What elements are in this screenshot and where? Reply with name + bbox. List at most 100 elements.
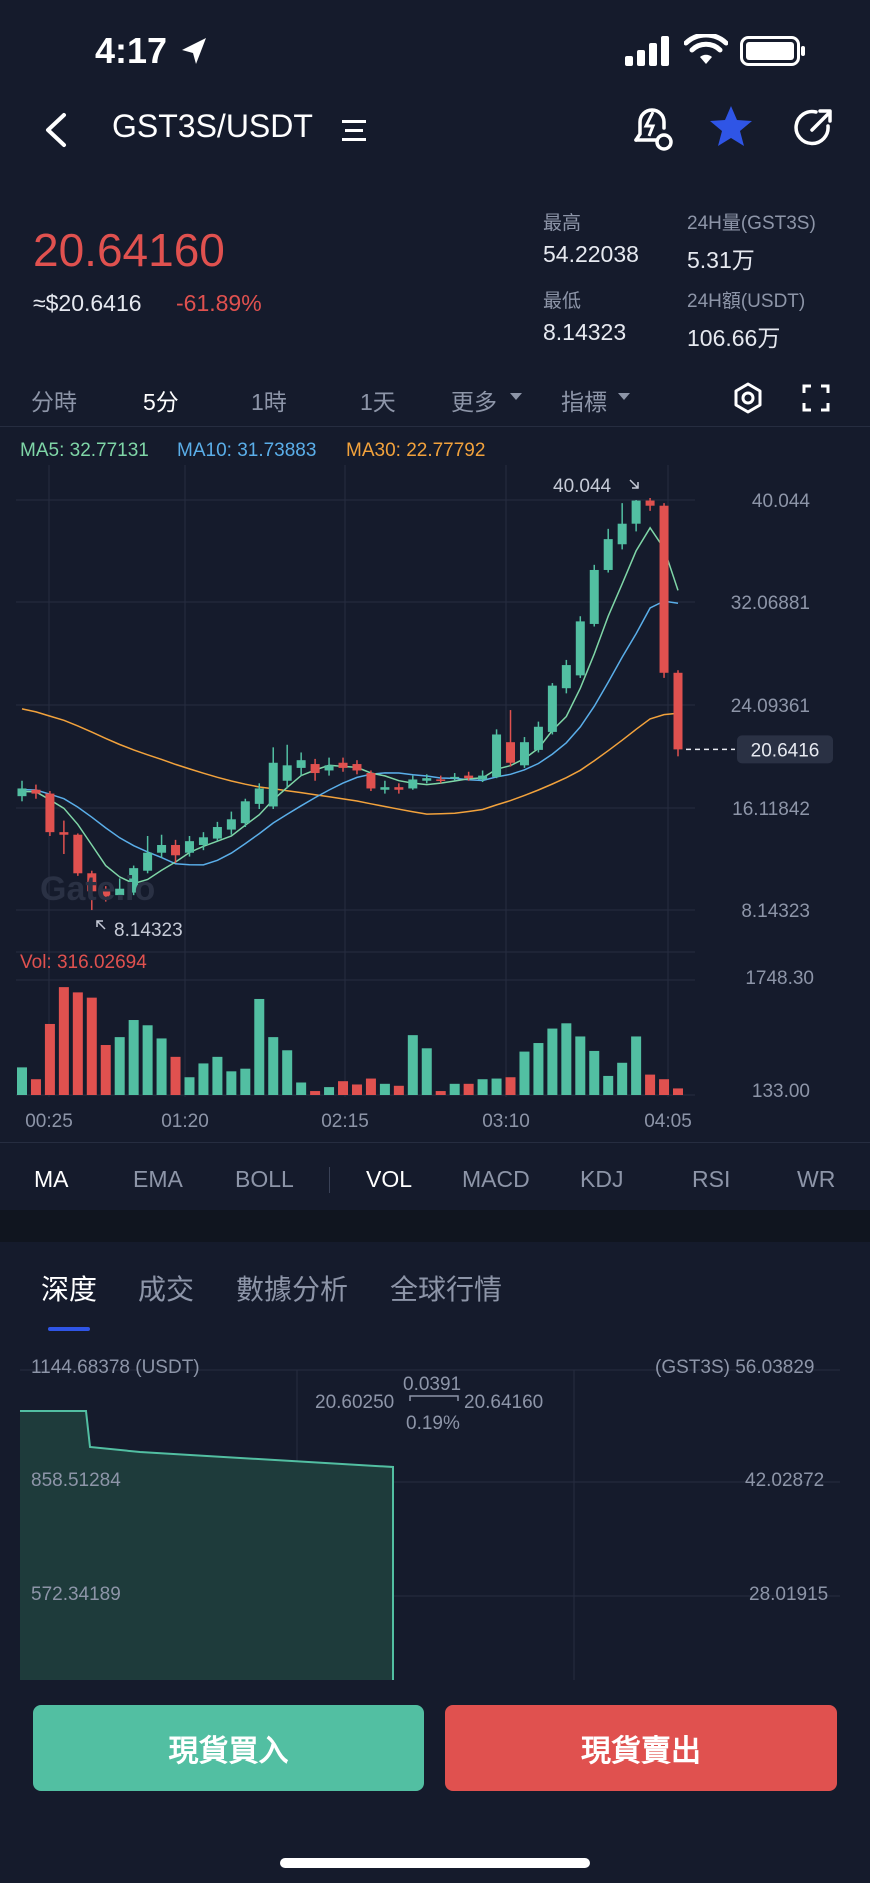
tf-1d[interactable]: 1天 <box>360 389 396 415</box>
low-value: 8.14323 <box>543 319 627 345</box>
volume-bar <box>533 1043 544 1095</box>
volume-bar <box>240 1068 251 1095</box>
candle-body <box>31 789 41 794</box>
depth-spread-pct: 0.19% <box>406 1413 460 1434</box>
menu-icon[interactable] <box>340 118 368 144</box>
ma30-legend: MA30: 22.77792 <box>346 440 485 461</box>
depth-left-top: 1144.68378 (USDT) <box>31 1357 200 1378</box>
volume-bar <box>72 992 83 1095</box>
low-label: 最低 <box>543 291 582 312</box>
x-tick-label: 03:10 <box>482 1111 530 1132</box>
volume-bar <box>156 1038 167 1095</box>
arrow-icon <box>629 479 639 489</box>
ma10-legend: MA10: 31.73883 <box>177 440 316 461</box>
ind-tab-ema[interactable]: EMA <box>133 1166 183 1192</box>
candle-body <box>631 500 641 524</box>
candle-body <box>143 852 153 871</box>
volume-bar <box>463 1083 474 1095</box>
candle-body <box>324 765 334 771</box>
home-indicator <box>280 1858 590 1868</box>
candle-body <box>492 734 502 777</box>
candle-body <box>673 672 683 750</box>
tf-line[interactable]: 分時 <box>31 389 77 415</box>
spot-sell-button[interactable]: 現貨賣出 <box>445 1705 837 1791</box>
candle-body <box>575 621 585 676</box>
battery-icon <box>740 36 805 66</box>
divider <box>0 1142 870 1143</box>
ind-tab-wr[interactable]: WR <box>797 1166 836 1192</box>
tf-1h[interactable]: 1時 <box>251 389 287 415</box>
candle-body <box>212 827 222 839</box>
ind-tab-kdj[interactable]: KDJ <box>580 1166 624 1192</box>
y-tick-label: 32.06881 <box>731 593 810 614</box>
volume-bar <box>310 1091 321 1095</box>
y-tick-label: 8.14323 <box>741 901 810 922</box>
tab-trades[interactable]: 成交 <box>138 1274 195 1305</box>
candle-body <box>310 764 320 774</box>
volume-bar <box>589 1050 600 1095</box>
x-tick-label: 01:20 <box>161 1111 209 1132</box>
share-icon[interactable] <box>792 106 836 150</box>
volume-bar <box>393 1085 404 1095</box>
ind-tab-boll[interactable]: BOLL <box>235 1166 294 1192</box>
volume-bar <box>631 1036 642 1095</box>
ind-tab-ma[interactable]: MA <box>34 1166 69 1192</box>
volume-bar <box>547 1028 558 1095</box>
ind-tab-rsi[interactable]: RSI <box>692 1166 731 1192</box>
volume-bar <box>435 1091 446 1095</box>
settings-icon[interactable] <box>733 382 763 414</box>
fullscreen-icon[interactable] <box>802 384 830 412</box>
high-value: 54.22038 <box>543 241 639 267</box>
pair-title[interactable]: GST3S/USDT <box>112 108 313 144</box>
volume-bar <box>617 1062 628 1095</box>
star-icon[interactable] <box>708 104 754 150</box>
candle-body <box>184 841 194 853</box>
volume-bar <box>505 1077 516 1095</box>
high-label: 最高 <box>543 213 582 234</box>
candle-body <box>115 888 125 896</box>
volume-legend: Vol: 316.02694 <box>20 952 147 973</box>
volume-bar <box>477 1079 488 1095</box>
ind-tab-macd[interactable]: MACD <box>462 1166 530 1192</box>
volume-bar <box>282 1050 293 1095</box>
price-change: -61.89% <box>176 290 262 316</box>
tab-indicator <box>48 1327 90 1331</box>
spot-buy-button[interactable]: 現貨買入 <box>33 1705 424 1791</box>
alert-icon[interactable] <box>630 104 674 154</box>
amount-value: 106.66万 <box>687 325 781 351</box>
candle-body <box>171 845 181 856</box>
volume-bar <box>603 1075 614 1095</box>
y-tick-label: 40.044 <box>752 491 811 512</box>
candle-body <box>59 832 69 835</box>
volume-bar <box>212 1056 223 1095</box>
candle-body <box>589 569 599 624</box>
volume-bar <box>254 998 265 1095</box>
candle-body <box>254 788 264 804</box>
tf-more[interactable]: 更多 <box>451 389 497 415</box>
tab-depth[interactable]: 深度 <box>41 1274 98 1305</box>
depth-left-mid: 858.51284 <box>31 1470 121 1491</box>
candlestick-chart[interactable]: MA5: 32.77131 MA10: 31.73883 MA30: 22.7779… <box>0 425 870 1140</box>
back-icon[interactable] <box>42 112 70 148</box>
current-price-label: 20.6416 <box>751 740 820 761</box>
current-price-badge <box>737 735 833 764</box>
tab-data-analysis[interactable]: 數據分析 <box>236 1274 349 1305</box>
tf-5m[interactable]: 5分 <box>143 389 179 415</box>
depth-chart[interactable] <box>0 1340 870 1680</box>
volume-bar <box>100 1045 111 1095</box>
ma5-legend: MA5: 32.77131 <box>20 440 149 461</box>
tab-global-market[interactable]: 全球行情 <box>390 1274 503 1305</box>
volume-bar <box>86 997 97 1095</box>
candle-body <box>506 742 516 763</box>
volume-bar <box>338 1081 349 1095</box>
volume-bar <box>170 1056 181 1095</box>
last-price: 20.64160 <box>33 224 225 276</box>
tf-indicators[interactable]: 指標 <box>561 389 607 415</box>
arrow-icon <box>96 920 106 930</box>
vol-tick-label: 1748.30 <box>745 968 814 989</box>
depth-right-low: 28.01915 <box>749 1584 829 1605</box>
volume-bar <box>226 1071 237 1095</box>
volume-bar <box>561 1023 572 1095</box>
ind-tab-vol[interactable]: VOL <box>366 1166 413 1192</box>
section-gap <box>0 1210 870 1242</box>
